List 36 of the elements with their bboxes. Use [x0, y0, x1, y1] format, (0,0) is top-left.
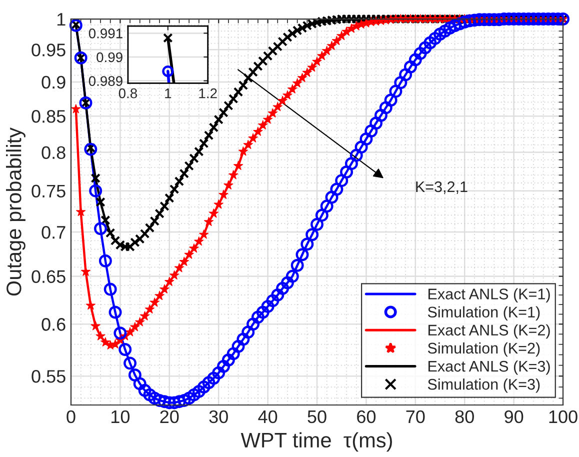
x-tick-label: 1.2: [199, 88, 217, 98]
x-tick-label: 100: [549, 410, 578, 424]
y-tick-label: 0.989: [88, 76, 122, 86]
y-tick-label: 0.99: [96, 52, 122, 62]
legend-label: Simulation (K=2): [428, 342, 540, 357]
y-axis-title: Outage probability: [6, 127, 26, 296]
x-tick-label: 0: [66, 410, 76, 424]
legend-label: Simulation (K=3): [428, 378, 540, 393]
x-tick-label: 80: [455, 410, 474, 424]
x-tick-label: 40: [258, 410, 278, 424]
x-tick-label: 30: [209, 410, 228, 424]
x-tick-label: 50: [308, 410, 326, 424]
legend-label: Exact ANLS (K=3): [428, 360, 550, 375]
x-axis-title: WPT time τ(ms): [240, 432, 392, 452]
y-tick-label: 0.55: [32, 370, 66, 383]
y-tick-label: 0.7: [42, 226, 66, 239]
x-tick-label: 0.8: [118, 88, 138, 98]
x-tick-label: 10: [112, 410, 130, 424]
x-tick-label: 90: [504, 410, 524, 424]
annotation: K=3,2,1: [416, 181, 468, 194]
y-tick-label: 0.6: [42, 318, 66, 331]
y-tick-label: 0.85: [32, 110, 66, 123]
y-tick-label: 0.991: [88, 28, 122, 38]
legend-label: Simulation (K=1): [428, 306, 540, 321]
x-tick-label: 20: [160, 410, 179, 424]
x-tick-label: 1: [165, 88, 172, 98]
y-tick-label: 0.95: [32, 44, 66, 56]
legend-label: Exact ANLS (K=1): [428, 288, 550, 302]
y-tick-label: 0.75: [32, 184, 66, 198]
x-tick-label: 70: [406, 410, 425, 424]
y-tick-label: 0.9: [42, 76, 66, 89]
legend-label: Exact ANLS (K=2): [428, 324, 550, 339]
y-tick-label: 0.8: [42, 146, 66, 160]
y-tick-label: 1: [57, 13, 66, 26]
y-tick-label: 0.65: [32, 270, 66, 284]
x-tick-label: 60: [357, 410, 376, 424]
